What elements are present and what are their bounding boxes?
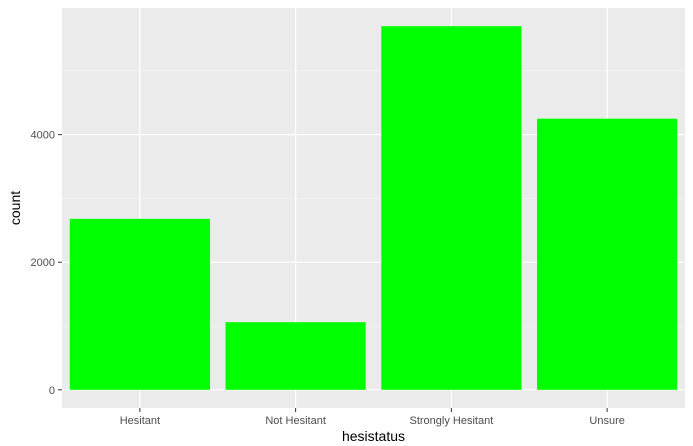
bar-unsure [537, 118, 678, 390]
y-tick-label: 2000 [31, 257, 55, 269]
bars [69, 26, 678, 390]
x-axis-title: hesistatus [342, 428, 405, 444]
bar-strongly-hesitant [381, 26, 522, 390]
y-tick-label: 0 [49, 385, 55, 397]
x-tick-label: Not Hesitant [265, 415, 326, 427]
x-tick-label: Strongly Hesitant [409, 415, 493, 427]
y-tick-label: 4000 [31, 130, 55, 142]
x-tick-label: Hesitant [120, 415, 160, 427]
x-axis-ticks: Hesitant Not Hesitant Strongly Hesitant Uns… [120, 408, 625, 427]
bar-hesitant [69, 218, 210, 390]
bar-not-hesitant [225, 322, 366, 390]
x-tick-label: Unsure [589, 415, 624, 427]
y-axis-title: count [7, 191, 23, 225]
y-axis-ticks: 0 2000 4000 [31, 130, 62, 397]
